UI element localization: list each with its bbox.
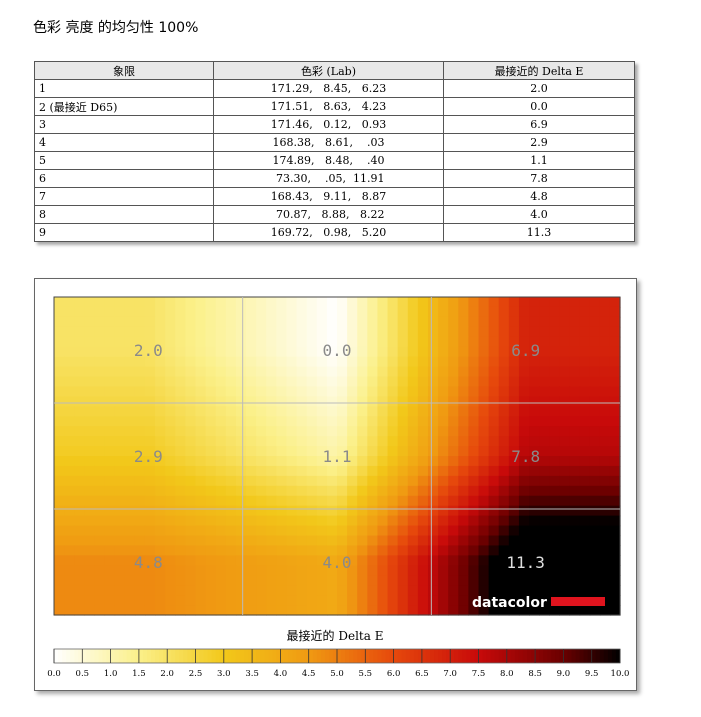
- cell-delta-e: 1.1: [443, 151, 635, 170]
- colorbar: [53, 648, 621, 664]
- colorbar-tick-label: 5.5: [359, 669, 373, 679]
- colorbar-tick-label: 0.0: [47, 669, 61, 679]
- colorbar-tick-label: 1.0: [104, 669, 118, 679]
- page-title: 色彩 亮度 的均匀性 100%: [33, 20, 199, 36]
- table-row: 3 171.46, 0.12, 0.93 6.9: [34, 115, 635, 134]
- table-row: 8 70.87, 8.88, 8.22 4.0: [34, 205, 635, 224]
- column-header-lab: 色彩 (Lab): [213, 61, 444, 80]
- cell-delta-e: 7.8: [443, 169, 635, 188]
- colorbar-tick-label: 10.0: [611, 669, 630, 679]
- cell-lab: 70.87, 8.88, 8.22: [213, 205, 444, 224]
- colorbar-tick-label: 7.5: [472, 669, 486, 679]
- uniformity-chart-panel: 2.0 0.0 6.9 2.9 1.1 7.8 4.8 4.0 11.3 datacolor 最接近…: [34, 278, 637, 691]
- cell-quadrant: 1: [34, 79, 214, 98]
- table-row: 5 174.89, 8.48, .40 1.1: [34, 151, 635, 170]
- colorbar-tick-label: 1.5: [132, 669, 146, 679]
- cell-delta-e: 2.0: [443, 79, 635, 98]
- quadrant-value-label: 6.9: [511, 341, 540, 360]
- plot-frame: [53, 296, 621, 616]
- quadrant-value-label: 7.8: [511, 447, 540, 466]
- colorbar-tick-label: 3.0: [217, 669, 231, 679]
- quadrant-value-label: 0.0: [323, 341, 352, 360]
- cell-delta-e: 4.8: [443, 187, 635, 206]
- quadrant-table: 象限 色彩 (Lab) 最接近的 Delta E 1 171.29, 8.45, …: [34, 61, 635, 242]
- colorbar-tick-label: 6.0: [387, 669, 401, 679]
- cell-lab: 168.38, 8.61, .03: [213, 133, 444, 152]
- colorbar-tick-label: 7.0: [443, 669, 457, 679]
- cell-delta-e: 6.9: [443, 115, 635, 134]
- cell-quadrant: 7: [34, 187, 214, 206]
- quadrant-value-label: 1.1: [323, 447, 352, 466]
- cell-lab: 174.89, 8.48, .40: [213, 151, 444, 170]
- cell-delta-e: 4.0: [443, 205, 635, 224]
- colorbar-tick-label: 0.5: [76, 669, 90, 679]
- table-row: 4 168.38, 8.61, .03 2.9: [34, 133, 635, 152]
- quadrant-value-label: 4.8: [134, 553, 163, 572]
- colorbar-title: 最接近的 Delta E: [287, 628, 384, 643]
- quadrant-value-label: 4.0: [323, 553, 352, 572]
- colorbar-tick-label: 8.5: [528, 669, 542, 679]
- datacolor-logo: datacolor: [472, 595, 605, 611]
- table-row: 6 73.30, .05, 11.91 7.8: [34, 169, 635, 188]
- table-row: 9 169.72, 0.98, 5.20 11.3: [34, 223, 635, 242]
- colorbar-tick-label: 2.0: [160, 669, 174, 679]
- table-header-row: 象限 色彩 (Lab) 最接近的 Delta E: [34, 61, 635, 80]
- quadrant-value-label: 2.9: [134, 447, 163, 466]
- cell-quadrant: 2 (最接近 D65): [34, 97, 214, 116]
- table-row: 1 171.29, 8.45, 6.23 2.0: [34, 79, 635, 98]
- quadrant-value-label: 11.3: [506, 553, 545, 572]
- cell-quadrant: 8: [34, 205, 214, 224]
- colorbar-tick-label: 5.0: [330, 669, 344, 679]
- colorbar-tick-label: 9.0: [557, 669, 571, 679]
- colorbar-tick-label: 9.5: [585, 669, 599, 679]
- colorbar-tick-label: 8.0: [500, 669, 514, 679]
- heatmap-field: [54, 297, 621, 616]
- cell-quadrant: 4: [34, 133, 214, 152]
- cell-lab: 171.29, 8.45, 6.23: [213, 79, 444, 98]
- table-row: 7 168.43, 9.11, 8.87 4.8: [34, 187, 635, 206]
- cell-delta-e: 0.0: [443, 97, 635, 116]
- column-header-delta-e: 最接近的 Delta E: [443, 61, 635, 80]
- colorbar-tick-label: 4.0: [274, 669, 288, 679]
- cell-quadrant: 5: [34, 151, 214, 170]
- cell-quadrant: 9: [34, 223, 214, 242]
- column-header-quadrant: 象限: [34, 61, 214, 80]
- cell-lab: 73.30, .05, 11.91: [213, 169, 444, 188]
- cell-delta-e: 11.3: [443, 223, 635, 242]
- cell-lab: 171.46, 0.12, 0.93: [213, 115, 444, 134]
- cell-lab: 169.72, 0.98, 5.20: [213, 223, 444, 242]
- quadrant-value-label: 2.0: [134, 341, 163, 360]
- colorbar-tick-label: 6.5: [415, 669, 429, 679]
- svg-text:datacolor: datacolor: [472, 595, 547, 611]
- cell-delta-e: 2.9: [443, 133, 635, 152]
- cell-quadrant: 3: [34, 115, 214, 134]
- colorbar-tick-label: 3.5: [245, 669, 259, 679]
- cell-lab: 171.51, 8.63, 4.23: [213, 97, 444, 116]
- uniformity-heatmap: 2.0 0.0 6.9 2.9 1.1 7.8 4.8 4.0 11.3 datacolor 最接近…: [47, 296, 630, 679]
- cell-quadrant: 6: [34, 169, 214, 188]
- colorbar-tick-label: 4.5: [302, 669, 316, 679]
- table-row: 2 (最接近 D65) 171.51, 8.63, 4.23 0.0: [34, 97, 635, 116]
- cell-lab: 168.43, 9.11, 8.87: [213, 187, 444, 206]
- colorbar-tick-label: 2.5: [189, 669, 203, 679]
